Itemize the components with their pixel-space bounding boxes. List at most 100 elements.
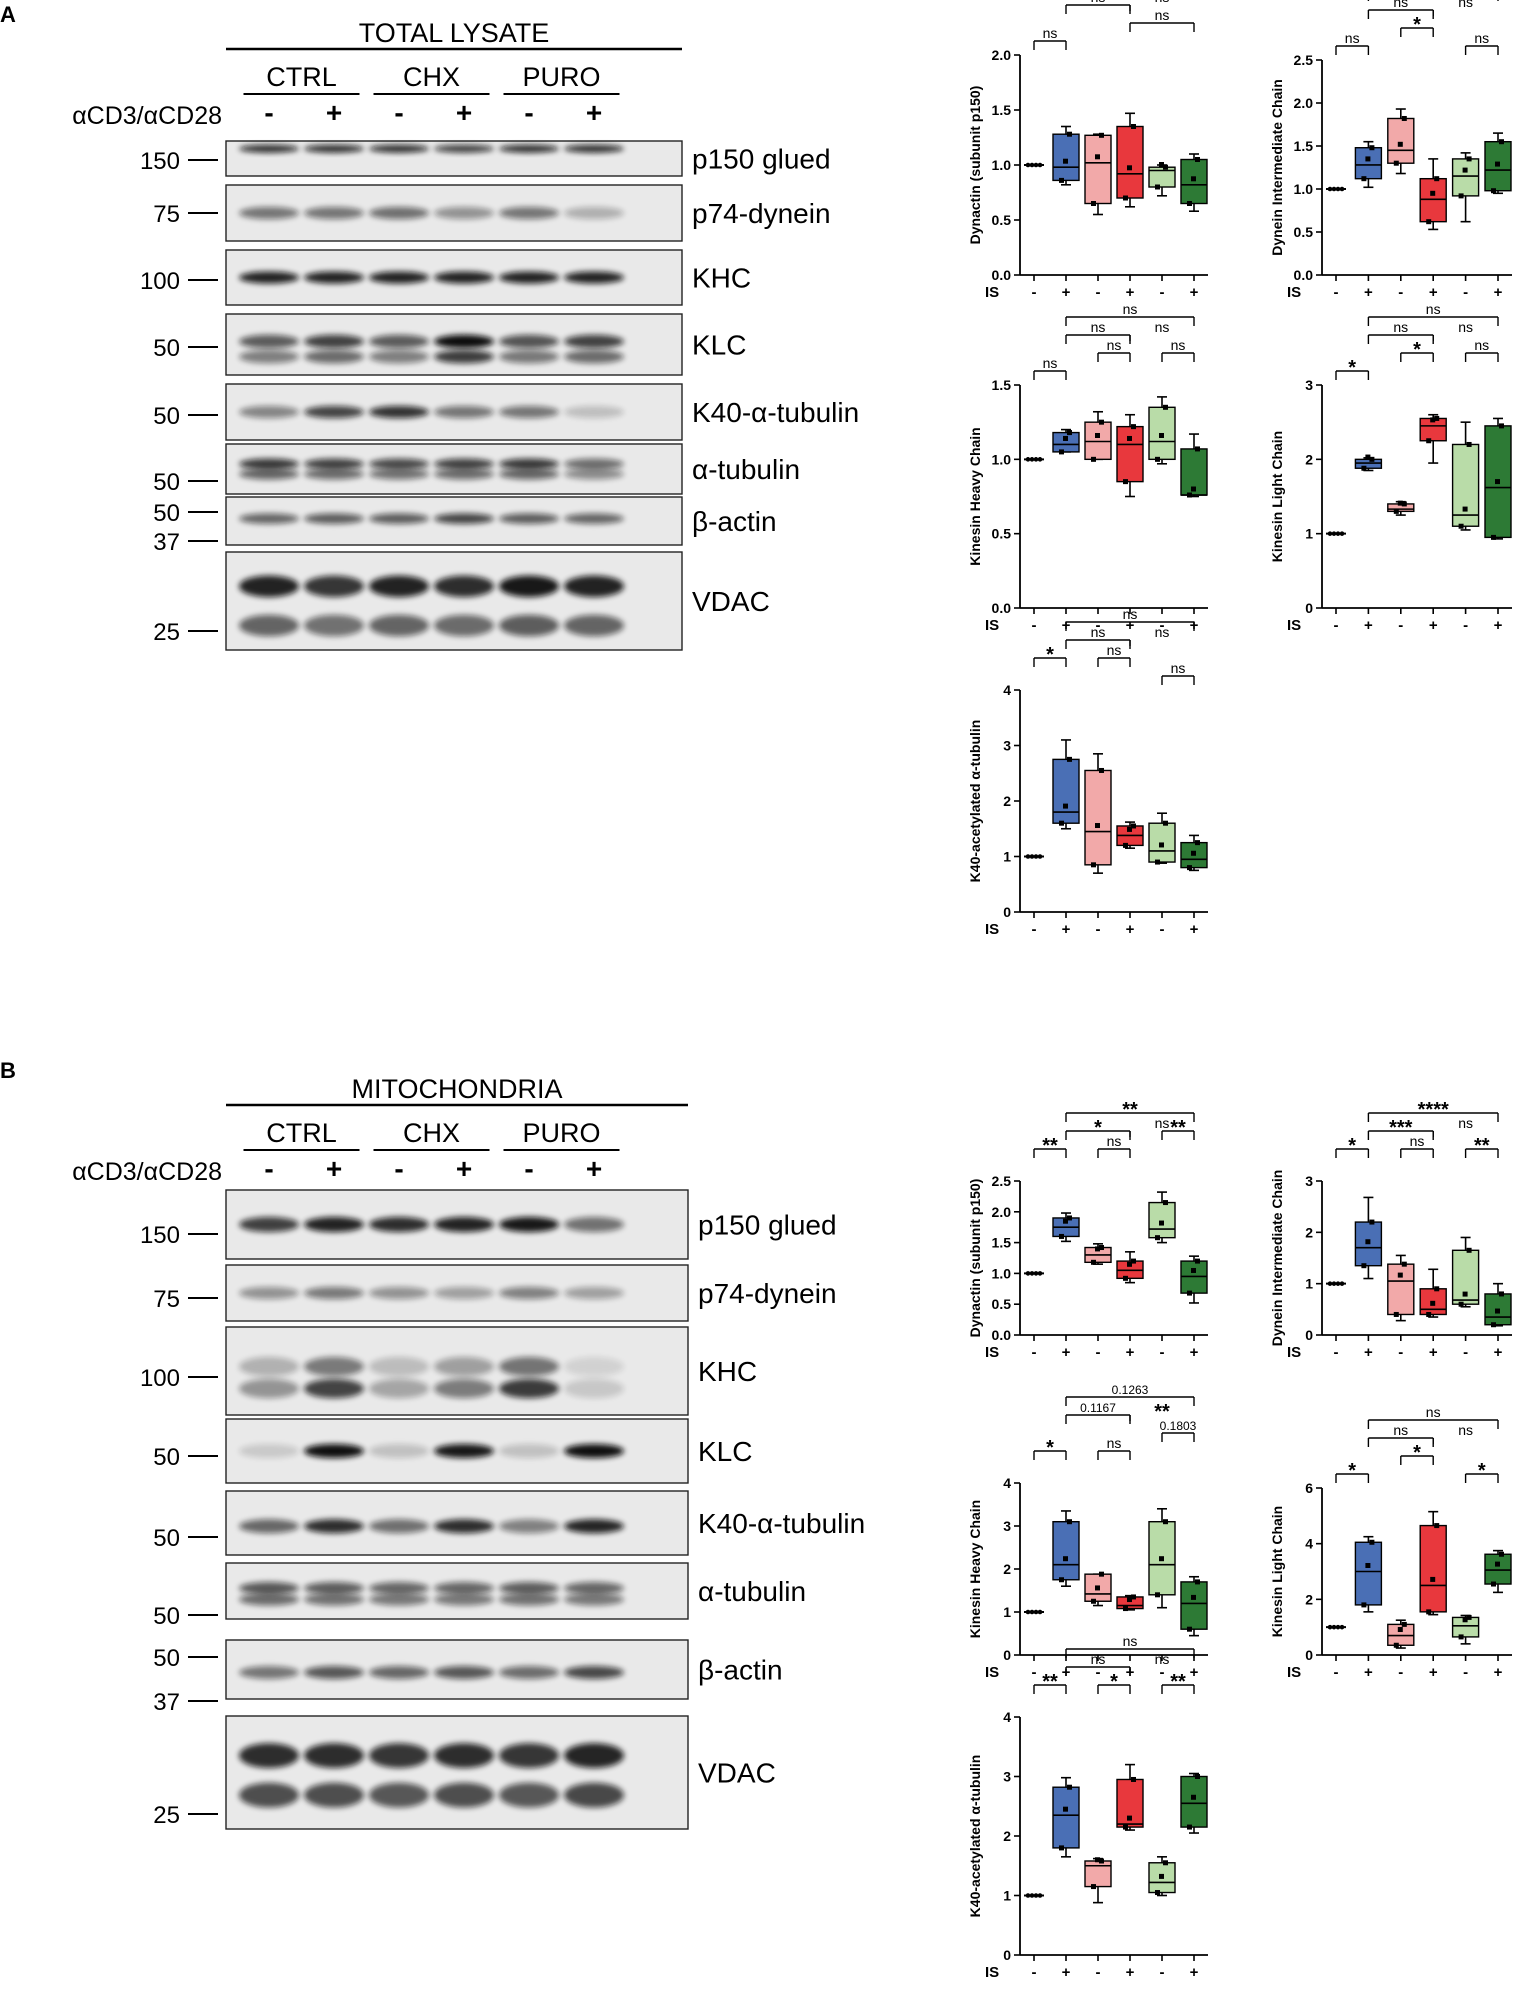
data-point bbox=[1397, 1272, 1403, 1278]
data-point bbox=[1327, 1624, 1333, 1630]
data-point bbox=[1025, 1609, 1031, 1615]
data-point bbox=[1458, 523, 1464, 529]
y-tick-label: 1.0 bbox=[992, 157, 1012, 173]
protein-band bbox=[499, 1443, 559, 1459]
protein-band bbox=[304, 271, 364, 284]
significance-label: ns bbox=[1155, 0, 1170, 5]
data-point bbox=[1369, 1539, 1375, 1545]
x-tick-label: - bbox=[1463, 617, 1468, 634]
significance-label: ns bbox=[1091, 0, 1106, 5]
data-point bbox=[1401, 115, 1407, 121]
significance-label: ns bbox=[1345, 30, 1360, 46]
data-point bbox=[1331, 531, 1337, 536]
data-point bbox=[1123, 1824, 1128, 1830]
protein-band bbox=[434, 1356, 494, 1377]
data-point bbox=[1155, 456, 1160, 462]
box-group bbox=[1052, 1212, 1080, 1243]
data-point bbox=[1067, 430, 1072, 436]
data-point bbox=[1155, 1235, 1160, 1241]
y-tick-label: 1 bbox=[1003, 1604, 1011, 1620]
lane-sign: - bbox=[394, 1153, 403, 1184]
blot-strip: α-tubulin 50 bbox=[153, 1562, 806, 1630]
data-point bbox=[1037, 1271, 1043, 1276]
significance-label: ns bbox=[1155, 7, 1170, 23]
blot-protein-label: p74-dynein bbox=[692, 198, 831, 229]
x-tick-label: + bbox=[1429, 617, 1438, 634]
box-group bbox=[1326, 1624, 1346, 1630]
significance-label: ns bbox=[1171, 660, 1186, 676]
protein-band bbox=[434, 468, 494, 480]
x-tick-label: + bbox=[1494, 617, 1503, 634]
protein-band bbox=[434, 1286, 494, 1300]
protein-band bbox=[499, 349, 559, 364]
data-point bbox=[1123, 842, 1128, 848]
significance-label: ** bbox=[1122, 1099, 1138, 1121]
significance-bracket: * bbox=[1335, 1460, 1370, 1483]
data-point bbox=[1033, 1893, 1039, 1898]
data-point bbox=[1397, 141, 1403, 147]
protein-band bbox=[499, 1665, 559, 1679]
significance-bracket: ns bbox=[1464, 337, 1499, 362]
protein-band bbox=[304, 1665, 364, 1679]
y-tick-label: 1.5 bbox=[1294, 138, 1314, 154]
data-point bbox=[1339, 1624, 1345, 1630]
box bbox=[1084, 1860, 1112, 1888]
y-tick-label: 1 bbox=[1305, 1276, 1313, 1292]
data-point bbox=[1393, 508, 1399, 514]
significance-label: ns bbox=[1155, 1651, 1170, 1667]
blot-panel-b: B MITOCHONDRIA CTRL CHX PURO αCD3/αCD28 - + - + - +… bbox=[0, 1058, 865, 1830]
data-point bbox=[1466, 441, 1472, 447]
significance-label: ns bbox=[1155, 1115, 1170, 1131]
data-point bbox=[1361, 1263, 1367, 1269]
protein-band bbox=[304, 468, 364, 480]
protein-band bbox=[499, 1378, 559, 1399]
box bbox=[1419, 1524, 1447, 1613]
data-point bbox=[1369, 456, 1375, 462]
data-point bbox=[1155, 1592, 1160, 1598]
y-tick-label: 2 bbox=[1003, 1828, 1011, 1844]
data-point bbox=[1123, 195, 1128, 201]
significance-label: 0.1803 bbox=[1160, 1419, 1197, 1433]
box-group bbox=[1148, 812, 1176, 865]
protein-band bbox=[499, 575, 559, 598]
protein-band bbox=[564, 144, 624, 153]
data-point bbox=[1095, 1857, 1100, 1863]
x-tick-label: - bbox=[1096, 617, 1101, 634]
significance-bracket: ns bbox=[1129, 7, 1195, 32]
x-tick-label: - bbox=[1334, 1344, 1339, 1361]
stimulation-label: αCD3/αCD28 bbox=[72, 102, 222, 130]
significance-bracket: ns bbox=[1367, 319, 1434, 344]
mw-marker: 50 bbox=[153, 1645, 180, 1672]
protein-band bbox=[304, 1216, 364, 1233]
protein-band bbox=[304, 513, 364, 524]
x-tick-label: + bbox=[1364, 284, 1373, 301]
group-label: CTRL bbox=[266, 62, 337, 92]
data-point bbox=[1029, 854, 1035, 859]
data-point bbox=[1187, 865, 1192, 871]
significance-bracket: ns bbox=[1367, 0, 1434, 19]
box-group bbox=[1084, 1857, 1112, 1904]
y-tick-label: 1 bbox=[1305, 526, 1313, 542]
y-tick-label: 0.0 bbox=[992, 1327, 1012, 1343]
mw-marker: 37 bbox=[153, 1689, 180, 1716]
x-tick-label: - bbox=[1032, 1664, 1037, 1681]
box bbox=[1148, 166, 1176, 188]
lane-sign: - bbox=[394, 97, 403, 128]
y-tick-label: 2 bbox=[1003, 1561, 1011, 1577]
data-point bbox=[1458, 1634, 1464, 1640]
blot-panel-a: A TOTAL LYSATE CTRL CHX PURO αCD3/αCD28 - + - + - +… bbox=[0, 2, 859, 651]
box bbox=[1116, 125, 1144, 199]
blot-protein-label: K40-α-tubulin bbox=[698, 1508, 865, 1539]
data-point bbox=[1029, 1271, 1035, 1276]
box-group bbox=[1484, 417, 1512, 540]
x-tick-label: + bbox=[1126, 1964, 1135, 1981]
data-point bbox=[1499, 139, 1504, 145]
protein-band bbox=[564, 271, 624, 284]
box-group bbox=[1024, 1609, 1044, 1615]
blot-header: TOTAL LYSATE bbox=[359, 18, 550, 48]
x-tick-label: - bbox=[1334, 284, 1339, 301]
significance-bracket: ns bbox=[1367, 1422, 1434, 1447]
lane-sign: + bbox=[586, 97, 602, 128]
